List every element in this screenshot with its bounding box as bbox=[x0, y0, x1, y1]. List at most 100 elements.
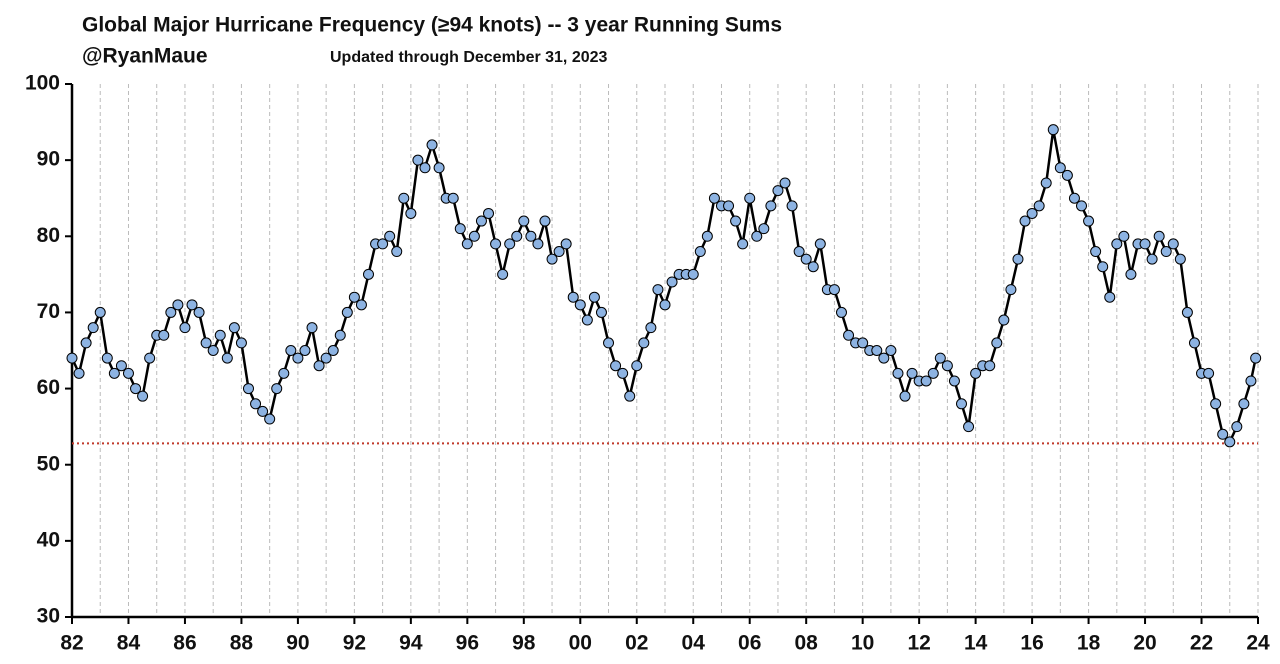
series-line bbox=[70, 129, 1257, 445]
marker bbox=[948, 375, 960, 387]
marker bbox=[631, 360, 643, 372]
x-tick-label: 02 bbox=[625, 632, 648, 655]
marker bbox=[1047, 124, 1059, 136]
marker bbox=[1090, 246, 1102, 258]
marker bbox=[843, 329, 855, 341]
marker bbox=[292, 352, 304, 364]
marker bbox=[94, 306, 106, 318]
marker bbox=[144, 352, 156, 364]
x-tick-label: 20 bbox=[1133, 632, 1156, 655]
y-tick-label: 90 bbox=[37, 148, 60, 171]
marker bbox=[313, 360, 325, 372]
marker bbox=[80, 337, 92, 349]
marker bbox=[285, 345, 297, 356]
marker bbox=[956, 398, 967, 410]
marker bbox=[137, 390, 149, 402]
marker bbox=[1160, 246, 1172, 258]
marker bbox=[828, 284, 840, 296]
marker bbox=[341, 306, 353, 318]
marker bbox=[991, 337, 1003, 349]
marker bbox=[1188, 337, 1200, 349]
marker bbox=[934, 352, 946, 364]
x-tick-label: 10 bbox=[851, 632, 874, 655]
marker bbox=[730, 215, 742, 227]
marker bbox=[1104, 291, 1116, 303]
marker bbox=[652, 284, 664, 296]
marker bbox=[405, 207, 417, 219]
marker bbox=[610, 360, 622, 372]
marker bbox=[334, 329, 346, 341]
marker bbox=[320, 352, 332, 364]
marker bbox=[221, 352, 233, 364]
marker bbox=[744, 192, 756, 204]
marker bbox=[1181, 306, 1193, 318]
marker bbox=[327, 345, 339, 356]
x-tick-label: 22 bbox=[1190, 632, 1213, 655]
x-tick-label: 12 bbox=[907, 632, 930, 655]
y-tick-label: 50 bbox=[37, 452, 60, 475]
x-tick-label: 92 bbox=[343, 632, 366, 655]
marker bbox=[737, 238, 749, 250]
marker bbox=[1040, 177, 1052, 189]
marker bbox=[101, 352, 113, 364]
x-tick-label: 00 bbox=[569, 632, 592, 655]
marker bbox=[497, 268, 509, 280]
marker bbox=[122, 367, 134, 379]
marker bbox=[906, 367, 918, 379]
marker bbox=[920, 375, 932, 387]
marker bbox=[687, 268, 699, 280]
marker bbox=[235, 337, 247, 349]
marker bbox=[567, 291, 579, 303]
marker bbox=[511, 230, 523, 242]
marker bbox=[553, 246, 565, 258]
marker bbox=[963, 421, 975, 433]
marker bbox=[130, 383, 142, 395]
marker bbox=[885, 345, 897, 356]
marker bbox=[694, 246, 706, 258]
marker bbox=[603, 337, 615, 349]
marker bbox=[899, 390, 911, 402]
marker bbox=[941, 360, 953, 372]
annotation: Updated through December 31, 2023 bbox=[330, 49, 608, 66]
marker bbox=[1210, 398, 1222, 410]
marker bbox=[800, 253, 812, 265]
marker bbox=[377, 238, 389, 250]
marker bbox=[433, 162, 445, 174]
marker bbox=[1061, 169, 1073, 181]
marker bbox=[857, 337, 869, 349]
marker bbox=[454, 223, 466, 235]
chart-title: Global Major Hurricane Frequency (≥94 kn… bbox=[82, 14, 782, 37]
marker bbox=[461, 238, 473, 250]
marker bbox=[1153, 230, 1165, 242]
marker bbox=[398, 192, 410, 204]
x-tick-label: 06 bbox=[738, 632, 761, 655]
marker bbox=[1250, 352, 1262, 364]
marker bbox=[172, 299, 184, 311]
marker bbox=[1005, 284, 1017, 296]
marker bbox=[659, 299, 671, 311]
marker bbox=[814, 238, 826, 250]
marker bbox=[87, 322, 99, 334]
marker bbox=[574, 299, 586, 311]
marker bbox=[299, 345, 311, 356]
marker bbox=[539, 215, 551, 227]
marker bbox=[525, 230, 537, 242]
marker bbox=[518, 215, 530, 227]
y-tick-label: 100 bbox=[25, 72, 60, 95]
marker bbox=[228, 322, 240, 334]
x-tick-label: 88 bbox=[230, 632, 254, 655]
marker bbox=[412, 154, 424, 166]
marker bbox=[1125, 268, 1137, 280]
marker bbox=[984, 360, 996, 372]
marker bbox=[426, 139, 438, 151]
marker bbox=[108, 367, 120, 379]
marker bbox=[1146, 253, 1158, 265]
marker bbox=[66, 352, 78, 364]
marker bbox=[504, 238, 516, 250]
marker bbox=[1217, 428, 1229, 440]
marker bbox=[581, 314, 593, 326]
marker bbox=[483, 207, 495, 219]
marker bbox=[165, 306, 177, 318]
x-tick-label: 94 bbox=[399, 632, 423, 655]
